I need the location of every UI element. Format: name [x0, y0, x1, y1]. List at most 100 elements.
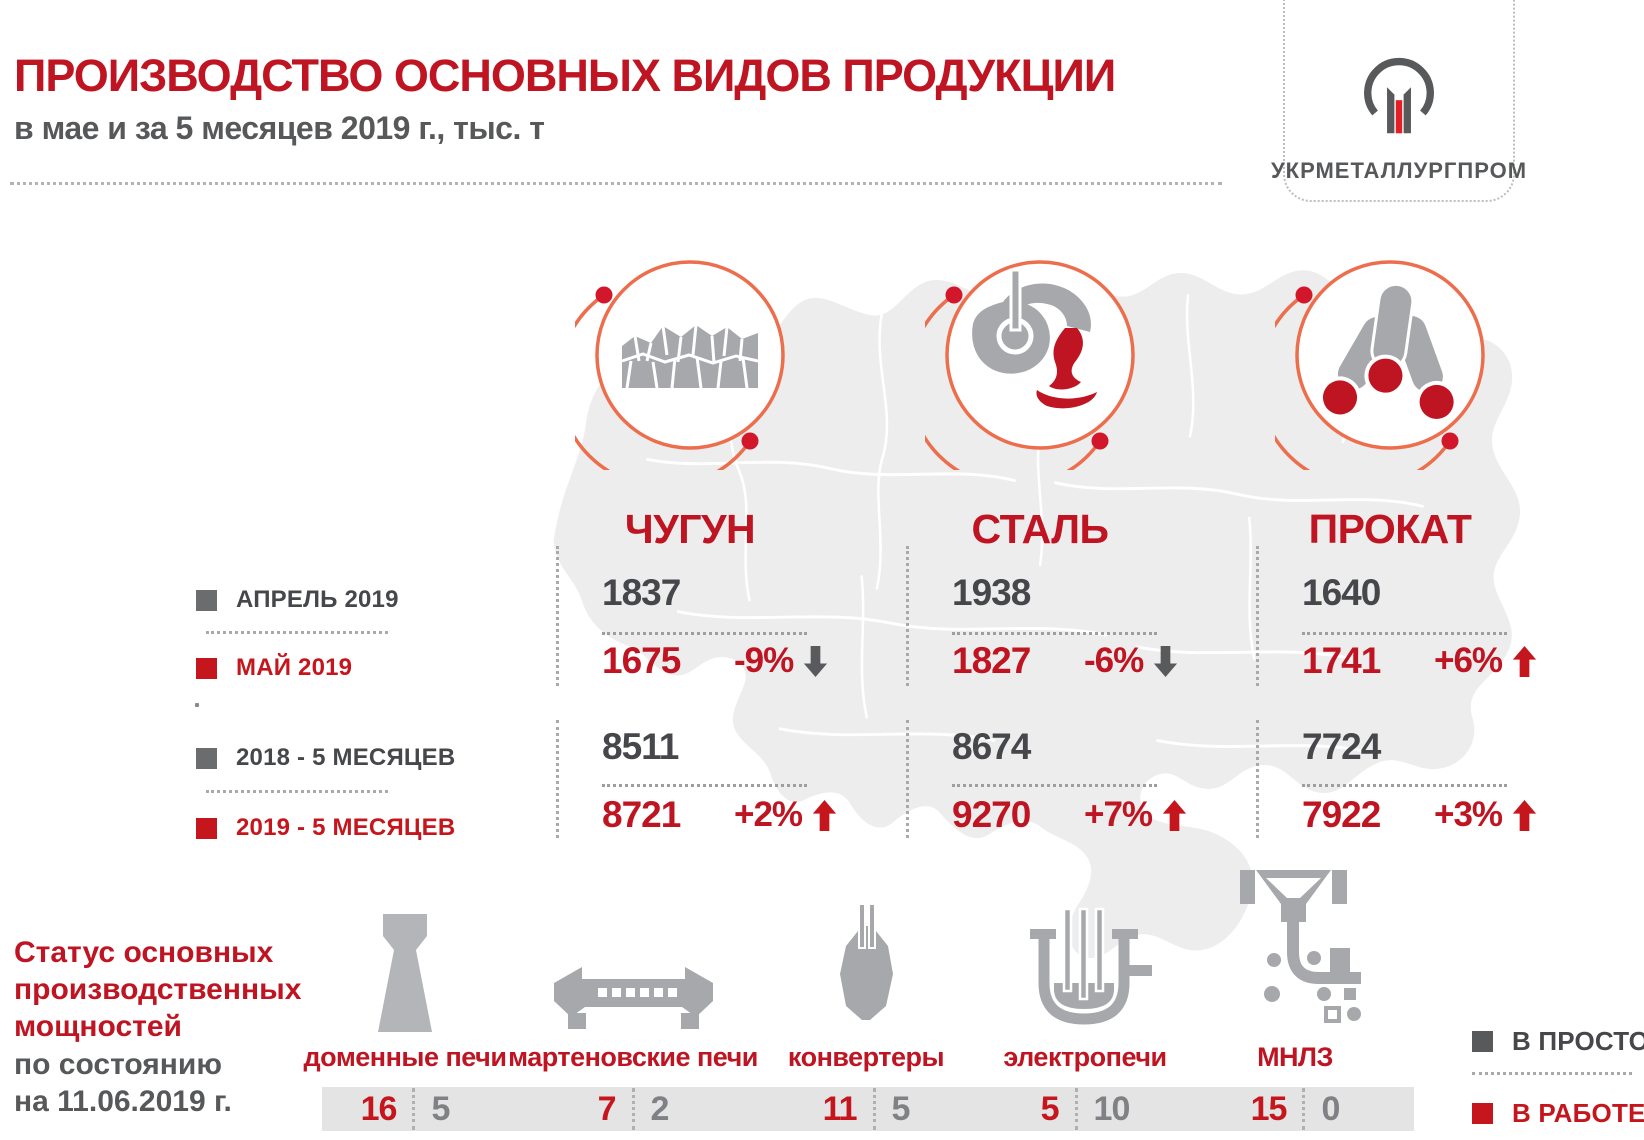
pair-blast: 16 5	[300, 1087, 510, 1131]
facility-label-open-hearth: мартеновские печи	[508, 1042, 758, 1072]
legend-item-2018-5m: 2018 - 5 МЕСЯЦЕВ	[196, 744, 455, 772]
rolled-badge	[1256, 240, 1505, 489]
legend-label: 2018 - 5 МЕСЯЦЕВ	[236, 744, 456, 771]
page-subtitle: в мае и за 5 месяцев 2019 г., тыс. т	[14, 110, 545, 146]
stray-dot	[195, 703, 199, 707]
rolled-2019-value: 7922	[1302, 794, 1381, 835]
steel-month-pct: -6%	[1084, 641, 1144, 680]
steel-ytd-pct: +7%	[1084, 795, 1153, 834]
steel-may-row: 1827 -6%	[952, 640, 1178, 682]
page-title: ПРОИЗВОДСТВО ОСНОВНЫХ ВИДОВ ПРОДУКЦИИ	[14, 50, 1116, 101]
rolled-may-row: 1741 +6%	[1302, 640, 1537, 682]
legend-separator	[206, 790, 388, 793]
working-count: 15	[1250, 1089, 1288, 1128]
legend-label: 2019 - 5 МЕСЯЦЕВ	[236, 814, 456, 841]
product-name-rolled: ПРОКАТ	[1308, 506, 1472, 552]
blast-furnace-icon	[350, 912, 460, 1040]
pig-iron-badge	[556, 240, 805, 489]
product-name-pig-iron: ЧУГУН	[624, 506, 756, 552]
pig-iron-may-value: 1675	[602, 640, 681, 681]
status-legend-idle: В ПРОСТОЕ	[1472, 1026, 1644, 1057]
rolled-2019-row: 7922 +3%	[1302, 794, 1537, 836]
value-separator	[952, 784, 1157, 787]
legend-swatch-red	[196, 657, 217, 679]
idle-count: 10	[1093, 1089, 1131, 1128]
idle-count: 5	[431, 1089, 450, 1128]
legend-label: В ПРОСТОЕ	[1512, 1026, 1644, 1056]
electric-furnace-icon	[1018, 905, 1153, 1040]
working-count: 16	[360, 1089, 398, 1128]
ukrmetallurgprom-logo-icon	[1353, 54, 1445, 150]
value-separator	[1302, 784, 1507, 787]
column-divider	[1256, 720, 1259, 838]
open-hearth-furnace-icon	[546, 963, 721, 1038]
status-block: Статус основных производственных мощност…	[14, 934, 314, 1120]
steel-2019-value: 9270	[952, 794, 1031, 835]
trend-arrow-icon	[1153, 645, 1178, 677]
column-divider	[556, 546, 559, 686]
pair-divider	[631, 1088, 635, 1130]
product-name-steel: СТАЛЬ	[971, 506, 1109, 552]
pair-divider	[872, 1088, 876, 1130]
status-title: Статус основных производственных мощност…	[14, 936, 302, 1043]
legend-swatch-gray	[1472, 1031, 1493, 1052]
continuous-casting-icon	[1228, 868, 1363, 1043]
steel-badge	[906, 240, 1155, 489]
facility-label-mnlz: МНЛЗ	[1257, 1042, 1333, 1072]
steel-ladle-icon	[972, 268, 1097, 409]
steel-2018-value: 8674	[952, 726, 1031, 767]
status-legend-working: В РАБОТЕ	[1472, 1098, 1644, 1129]
idle-count: 2	[650, 1089, 670, 1128]
header-divider	[10, 182, 1222, 185]
pig-iron-icon	[621, 324, 759, 389]
legend-swatch-gray	[196, 589, 217, 611]
pig-iron-may-row: 1675 -9%	[602, 640, 828, 682]
legend-separator	[1472, 1072, 1632, 1075]
legend-item-april-2019: АПРЕЛЬ 2019	[196, 586, 399, 614]
legend-swatch-red	[1472, 1103, 1493, 1124]
trend-arrow-icon	[812, 799, 837, 831]
facility-label-blast: доменные печи	[303, 1042, 507, 1072]
pair-divider	[1074, 1088, 1078, 1130]
pig-iron-month-pct: -9%	[734, 641, 794, 680]
working-count: 7	[597, 1089, 617, 1128]
trend-arrow-icon	[1162, 799, 1187, 831]
pig-iron-2019-row: 8721 +2%	[602, 794, 837, 836]
pair-converters: 11 5	[761, 1087, 971, 1131]
status-band	[322, 1087, 1414, 1131]
steel-april-value: 1938	[952, 572, 1031, 613]
value-separator	[1302, 632, 1507, 635]
pig-iron-2018-value: 8511	[602, 726, 679, 767]
legend-label: МАЙ 2019	[236, 654, 353, 681]
pair-electric: 5 10	[980, 1087, 1190, 1131]
trend-arrow-icon	[803, 645, 828, 677]
idle-count: 5	[891, 1089, 911, 1128]
rolled-2018-value: 7724	[1302, 726, 1381, 767]
pair-open-hearth: 7 2	[528, 1087, 738, 1131]
company-name: УКРМЕТАЛЛУРГПРОМ	[1270, 158, 1528, 183]
rolled-ytd-pct: +3%	[1434, 795, 1503, 834]
idle-count: 0	[1321, 1089, 1340, 1128]
steel-2019-row: 9270 +7%	[952, 794, 1187, 836]
facility-label-converters: конвертеры	[787, 1042, 945, 1072]
trend-arrow-icon	[1512, 799, 1537, 831]
legend-separator	[206, 631, 388, 634]
pig-iron-2019-value: 8721	[602, 794, 681, 835]
legend-label: АПРЕЛЬ 2019	[236, 586, 399, 613]
facility-label-electric: электропечи	[1003, 1042, 1167, 1072]
rolled-pipes-icon	[1319, 282, 1458, 423]
working-count: 5	[1040, 1089, 1060, 1128]
steel-may-value: 1827	[952, 640, 1031, 681]
converter-icon	[810, 902, 923, 1040]
legend-item-may-2019: МАЙ 2019	[196, 654, 352, 682]
pig-iron-ytd-pct: +2%	[734, 795, 803, 834]
pair-mnlz: 15 0	[1190, 1087, 1400, 1131]
column-divider	[556, 720, 559, 838]
legend-swatch-red	[196, 817, 217, 839]
value-separator	[952, 632, 1157, 635]
column-divider	[1256, 546, 1259, 686]
legend-item-2019-5m: 2019 - 5 МЕСЯЦЕВ	[196, 814, 455, 842]
trend-arrow-icon	[1512, 645, 1537, 677]
value-separator	[602, 632, 807, 635]
column-divider	[906, 546, 909, 686]
